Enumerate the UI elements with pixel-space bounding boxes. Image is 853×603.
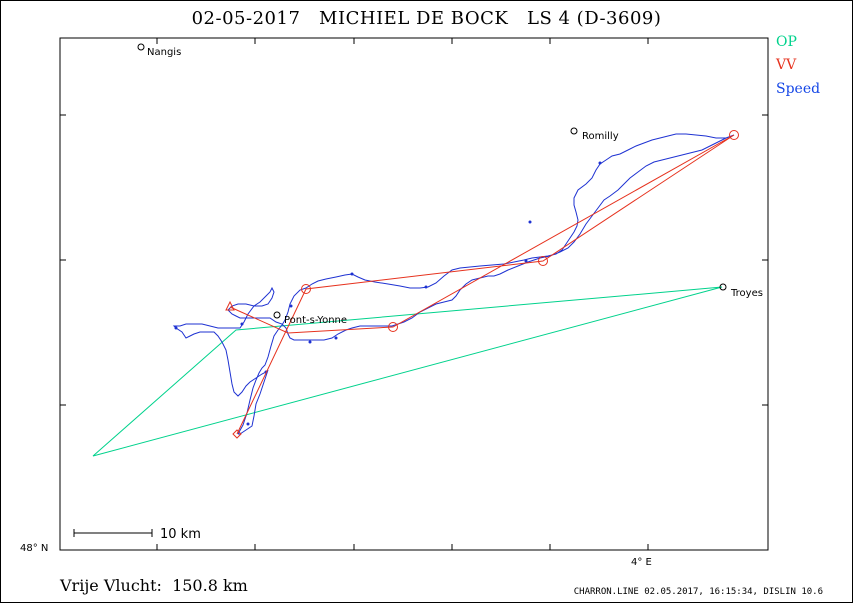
footer-info: CHARRON.LINE 02.05.2017, 16:15:34, DISLI…: [573, 587, 823, 597]
plot-border: [59, 37, 769, 551]
place-label-nangis: Nangis: [147, 47, 181, 58]
place-label-romilly: Romilly: [582, 131, 619, 142]
flight-title: 02-05-2017 MICHIEL DE BOCK LS 4 (D-3609): [191, 8, 662, 29]
longitude-label: 4° E: [631, 557, 652, 568]
axis-ticks: [60, 38, 768, 550]
latitude-label: 48° N: [20, 543, 49, 554]
free-flight-distance: Vrije Vlucht: 150.8 km: [60, 576, 248, 595]
vv-route: [229, 134, 735, 435]
place-label-troyes: Troyes: [730, 288, 763, 299]
legend-op: OP: [776, 34, 797, 50]
legend-speed: Speed: [776, 81, 821, 97]
vv-turnpoints: [225, 130, 739, 439]
track-markers: [174, 161, 602, 426]
place-label-pont-s-yonne: Pont-s-Yonne: [284, 315, 347, 326]
op-route: [92, 286, 723, 457]
scale-label: 10 km: [160, 527, 201, 542]
legend-vv: VV: [776, 57, 797, 73]
scale-bar: [73, 529, 153, 537]
place-markers: [137, 43, 727, 319]
